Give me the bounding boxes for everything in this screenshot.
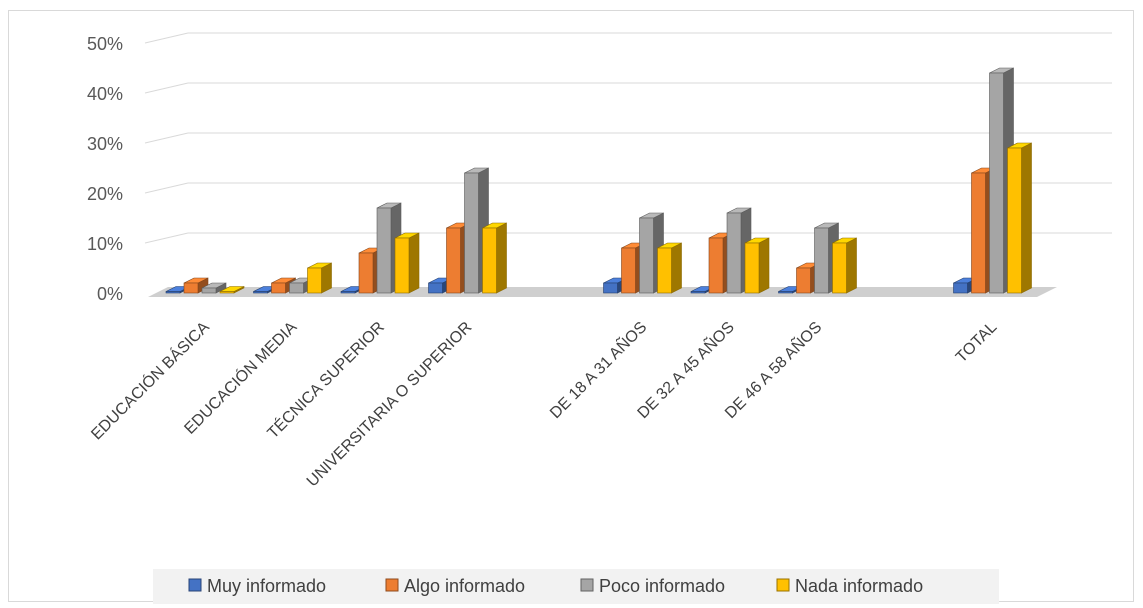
- legend-swatch: [188, 578, 202, 592]
- bar: [778, 291, 793, 294]
- x-tick-label: UNIVERSITARIA O SUPERIOR: [304, 319, 475, 490]
- x-tick-label: DE 18 A 31 AÑOS: [545, 317, 650, 422]
- y-tick-label: 50%: [87, 34, 123, 54]
- legend-label: Poco informado: [599, 576, 725, 596]
- bar: [953, 282, 968, 294]
- bar: [201, 287, 217, 294]
- legend-swatch: [385, 578, 399, 592]
- bar: [253, 291, 268, 294]
- gridline-slant: [144, 232, 189, 244]
- gridline-slant: [144, 132, 189, 144]
- bar: [814, 227, 829, 294]
- bar: [690, 291, 706, 294]
- bar-side: [408, 232, 420, 294]
- y-tick-label: 30%: [87, 134, 123, 154]
- gridline-slant: [144, 32, 189, 44]
- bar: [340, 291, 356, 294]
- legend-swatch: [776, 578, 790, 592]
- bar: [464, 172, 479, 294]
- bar-side: [1021, 142, 1032, 294]
- y-tick-label: 20%: [87, 184, 123, 204]
- bar: [219, 291, 235, 294]
- bar: [446, 227, 461, 294]
- legend-label: Nada informado: [795, 576, 923, 596]
- bar: [358, 252, 374, 294]
- bar: [165, 291, 181, 294]
- bar: [726, 212, 742, 294]
- bar: [657, 247, 672, 294]
- bar: [832, 242, 847, 294]
- legend-swatch: [580, 578, 594, 592]
- bar-side: [758, 237, 770, 294]
- bar: [376, 207, 392, 294]
- chart-frame: [8, 10, 1134, 602]
- bar: [428, 282, 443, 294]
- bar: [183, 282, 199, 294]
- y-tick-label: 10%: [87, 234, 123, 254]
- bar: [744, 242, 760, 294]
- bar: [971, 172, 986, 294]
- legend-box: [153, 569, 999, 604]
- bar: [394, 237, 410, 294]
- legend-label: Muy informado: [207, 576, 326, 596]
- y-tick-label: 0%: [97, 284, 123, 304]
- bar: [989, 72, 1004, 294]
- bar: [307, 267, 322, 294]
- legend-label: Algo informado: [404, 576, 525, 596]
- bar-side: [671, 242, 682, 294]
- bar: [482, 227, 497, 294]
- bar: [289, 282, 304, 294]
- bar: [621, 247, 636, 294]
- bar: [1007, 147, 1022, 294]
- bar: [639, 217, 654, 294]
- gridline-slant: [144, 182, 189, 194]
- x-tick-label: TOTAL: [953, 319, 1001, 367]
- bar-side: [496, 222, 507, 294]
- bar: [708, 237, 724, 294]
- bar-side: [846, 237, 857, 294]
- bar: [796, 267, 811, 294]
- y-tick-label: 40%: [87, 84, 123, 104]
- bar: [271, 282, 286, 294]
- bar: [603, 282, 618, 294]
- gridline-slant: [144, 82, 189, 94]
